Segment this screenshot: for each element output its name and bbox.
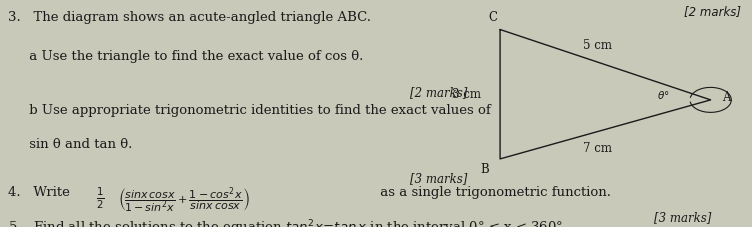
Text: b Use appropriate trigonometric identities to find the exact values of: b Use appropriate trigonometric identiti…: [8, 104, 490, 117]
Text: A: A: [722, 91, 730, 104]
Text: 3 cm: 3 cm: [452, 88, 481, 101]
Text: $\frac{1}{2}$: $\frac{1}{2}$: [96, 186, 105, 212]
Text: [3 marks]: [3 marks]: [410, 173, 467, 185]
Text: a Use the triangle to find the exact value of cos θ.: a Use the triangle to find the exact val…: [8, 50, 363, 63]
Text: [2 marks]: [2 marks]: [684, 5, 741, 17]
Text: [3 marks]: [3 marks]: [654, 211, 711, 224]
Text: B: B: [480, 163, 489, 176]
Text: as a single trigonometric function.: as a single trigonometric function.: [376, 186, 611, 199]
Text: 3.   The diagram shows an acute-angled triangle ABC.: 3. The diagram shows an acute-angled tri…: [8, 11, 371, 24]
Text: $\!\!\left(\dfrac{\mathit{sinx}\,\mathit{cosx}}{1-\mathit{sin}^2\mathit{x}}+\dfr: $\!\!\left(\dfrac{\mathit{sinx}\,\mathit…: [119, 185, 250, 215]
Text: sin θ and tan θ.: sin θ and tan θ.: [8, 138, 132, 151]
Text: 5.   Find all the solutions to the equation $\mathit{tan}^2x\!=\!\mathit{tan}\,x: 5. Find all the solutions to the equatio…: [8, 218, 562, 227]
Text: [2 marks]: [2 marks]: [410, 86, 467, 99]
Text: 7 cm: 7 cm: [584, 142, 612, 155]
Text: C: C: [488, 11, 497, 24]
Text: 5 cm: 5 cm: [584, 39, 612, 52]
Text: $\theta°$: $\theta°$: [656, 89, 669, 101]
Text: 4.   Write: 4. Write: [8, 186, 74, 199]
